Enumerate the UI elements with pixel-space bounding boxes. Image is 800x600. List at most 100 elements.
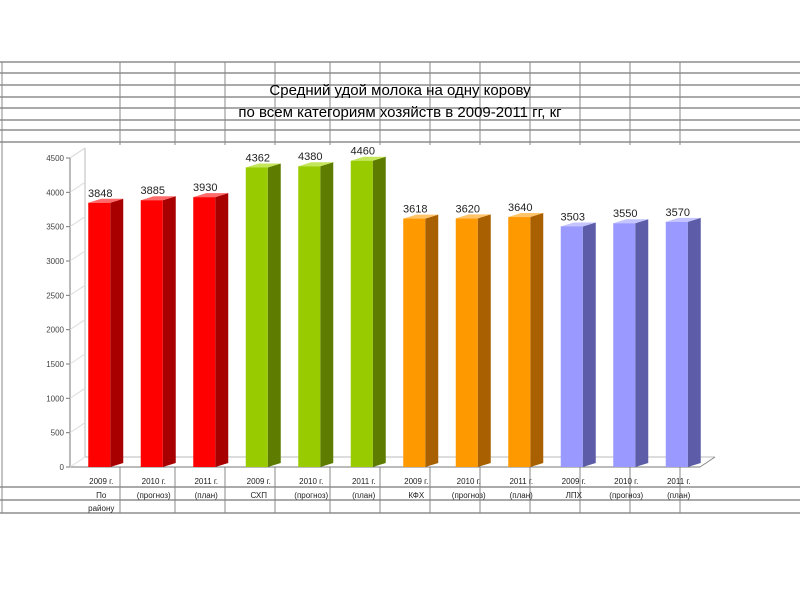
bar-front xyxy=(140,200,163,468)
bar-top xyxy=(350,156,386,161)
category-label-kind: По xyxy=(96,491,107,500)
y-tick-wall-line xyxy=(69,319,86,331)
bar xyxy=(455,214,491,467)
bar-top xyxy=(665,217,701,222)
category-label-year: 2011 г. xyxy=(194,477,218,486)
category-label-year: 2010 г. xyxy=(457,477,481,486)
bar-side xyxy=(477,214,491,467)
bar xyxy=(403,214,439,467)
data-label: 3930 xyxy=(193,182,217,194)
bar-top xyxy=(455,214,491,219)
category-label-year: 2011 г. xyxy=(509,477,533,486)
bar xyxy=(665,217,701,467)
data-label: 4460 xyxy=(351,146,375,158)
bar xyxy=(140,196,176,468)
category-label-year: 2009 г. xyxy=(247,477,271,486)
data-label: 4362 xyxy=(246,152,270,164)
bar-top xyxy=(193,193,229,198)
data-label: 3885 xyxy=(141,185,165,197)
bar-front xyxy=(298,166,321,468)
y-tick-wall-line xyxy=(69,181,86,193)
bar-front xyxy=(350,160,373,467)
y-tick-wall-line xyxy=(69,353,86,365)
bar-side xyxy=(635,219,649,467)
category-label-kind: (прогноз) xyxy=(452,491,486,500)
y-tick-wall-line xyxy=(69,250,86,262)
bar-side xyxy=(267,163,281,467)
bar-top xyxy=(403,214,439,219)
category-label-year: 2011 г. xyxy=(352,477,376,486)
data-label: 3848 xyxy=(88,188,112,200)
bar-side xyxy=(582,222,596,467)
category-label-year: 2009 г. xyxy=(562,477,586,486)
y-tick-label: 4500 xyxy=(46,154,64,163)
y-tick-label: 500 xyxy=(51,429,65,438)
bar-side xyxy=(372,156,386,467)
y-tick-wall-line xyxy=(69,422,86,434)
bar-top xyxy=(613,219,649,224)
y-tick-label: 4000 xyxy=(46,188,64,197)
y-tick-label: 1500 xyxy=(46,360,64,369)
category-label-kind: (план) xyxy=(195,491,219,500)
bar-front xyxy=(665,221,688,467)
data-label: 4380 xyxy=(298,151,322,163)
category-label-year: 2010 г. xyxy=(614,477,638,486)
bar-side xyxy=(320,162,334,468)
bar xyxy=(298,162,334,468)
category-label-kind: СХП xyxy=(251,491,268,500)
y-tick-wall-line xyxy=(69,387,86,399)
bar xyxy=(193,193,229,467)
category-label-year: 2011 г. xyxy=(667,477,691,486)
category-label-kind: (прогноз) xyxy=(137,491,171,500)
category-label-kind: (план) xyxy=(352,491,376,500)
category-label-year: 2010 г. xyxy=(142,477,166,486)
category-label-year: 2009 г. xyxy=(404,477,428,486)
data-label: 3620 xyxy=(456,203,480,215)
bar-side xyxy=(162,196,176,468)
y-tick-label: 1000 xyxy=(46,394,64,403)
category-label-kind: КФХ xyxy=(408,491,424,500)
category-label-kind: (прогноз) xyxy=(294,491,328,500)
data-label: 3570 xyxy=(666,207,690,219)
bar-side xyxy=(425,214,439,467)
y-tick-wall-line xyxy=(69,216,86,228)
bar-front xyxy=(508,217,531,467)
y-tick-label: 3500 xyxy=(46,223,64,232)
y-tick-label: 2000 xyxy=(46,326,64,335)
y-tick-label: 2500 xyxy=(46,291,64,300)
category-label-year: 2009 г. xyxy=(89,477,113,486)
data-label: 3550 xyxy=(613,208,637,220)
bar xyxy=(245,163,281,467)
bar-top xyxy=(298,162,334,167)
bar xyxy=(88,198,124,467)
bar-side xyxy=(215,193,229,467)
bar-front xyxy=(245,167,268,467)
chart-back-wall xyxy=(70,148,715,467)
y-tick-label: 3000 xyxy=(46,257,64,266)
data-label: 3640 xyxy=(508,202,532,214)
y-tick-wall-line xyxy=(69,147,86,159)
bar-top xyxy=(508,213,544,218)
bar-front xyxy=(88,202,111,467)
data-label: 3618 xyxy=(403,204,427,216)
bar xyxy=(613,219,649,467)
y-tick-wall-line xyxy=(69,456,86,468)
y-tick-label: 0 xyxy=(60,463,65,472)
category-label-year: 2010 г. xyxy=(299,477,323,486)
chart-title-line-2: по всем категориям хозяйств в 2009-2011 … xyxy=(238,104,562,121)
bar-top xyxy=(140,196,176,201)
category-label-kind: ЛПХ xyxy=(566,491,583,500)
chart-title-line-1: Средний удой молока на одну корову xyxy=(269,82,531,99)
bar-side xyxy=(530,213,544,467)
chart-floor-right-edge xyxy=(699,456,716,468)
bar-top xyxy=(88,198,124,203)
bar xyxy=(560,222,596,467)
y-tick-wall-line xyxy=(69,284,86,296)
bar-side xyxy=(110,198,124,467)
bar xyxy=(508,213,544,467)
bar-front xyxy=(455,218,478,467)
category-label-kind: (прогноз) xyxy=(609,491,643,500)
bar xyxy=(350,156,386,467)
bar-front xyxy=(403,218,426,467)
